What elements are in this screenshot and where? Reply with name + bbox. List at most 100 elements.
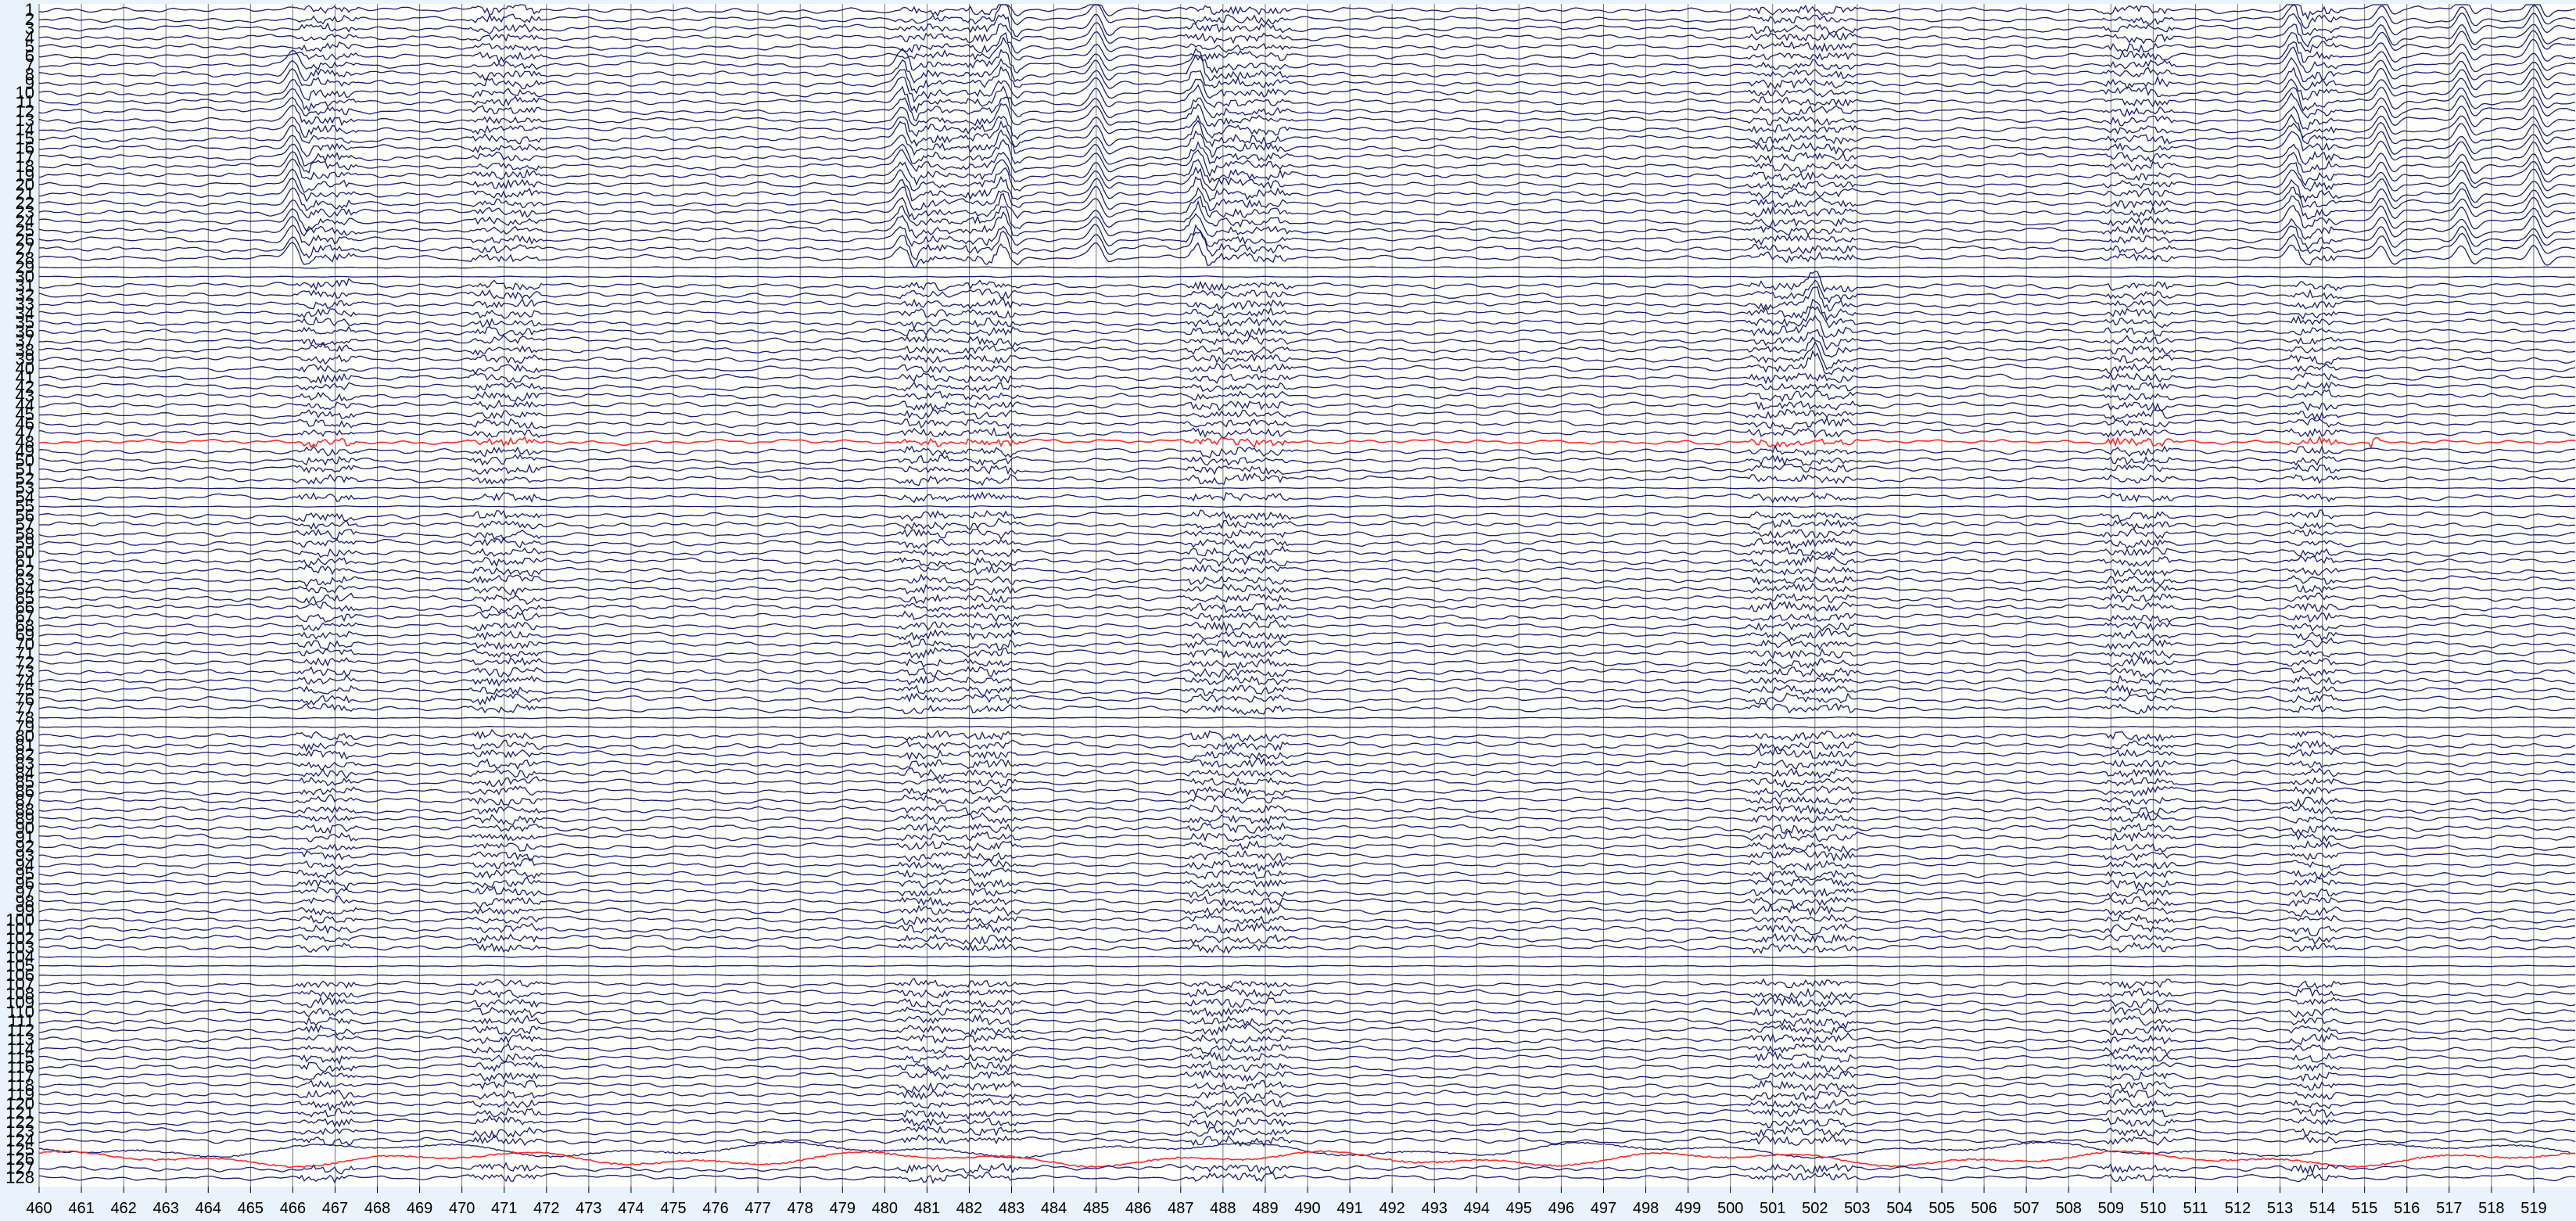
channel-label: 61 [16,551,34,571]
channel-label: 125 [5,1140,34,1159]
channel-trace-96 [38,876,2576,891]
channel-trace-98 [38,895,2576,909]
channel-trace-52 [38,472,2576,487]
time-tick-label: 469 [407,1200,432,1217]
channel-label: 19 [16,166,34,185]
channel-label: 59 [16,533,34,553]
channel-label: 120 [5,1094,34,1113]
channel-label: 54 [16,487,34,507]
time-tick-label: 518 [2478,1200,2504,1217]
channel-trace-30 [38,275,2576,278]
channel-label: 103 [5,938,34,957]
channel-label: 2 [25,9,34,29]
channel-trace-126 [38,1150,2576,1169]
channel-trace-12 [38,92,2576,122]
channel-label: 79 [16,717,34,737]
channel-label: 68 [16,616,34,635]
channel-trace-28 [38,242,2576,269]
channel-trace-8 [38,54,2576,84]
channel-label: 45 [16,404,34,424]
channel-label: 32 [16,285,34,304]
time-tick-label: 505 [1928,1200,1954,1217]
time-tick-label: 498 [1633,1200,1659,1217]
channel-label: 114 [7,1039,34,1058]
channel-trace-45 [38,408,2576,422]
channel-trace-49 [38,444,2575,459]
channel-label: 37 [16,331,34,350]
channel-trace-34 [38,298,2576,321]
channel-trace-117 [38,1068,2576,1083]
time-tick-label: 495 [1506,1200,1532,1217]
channel-trace-105 [38,964,2576,968]
channel-label: 63 [16,570,34,590]
channel-trace-32 [38,279,2575,304]
channel-label: 53 [16,478,34,497]
channel-trace-15 [39,120,2576,148]
time-tick-label: 464 [196,1200,221,1217]
channel-trace-31 [38,271,2576,293]
channel-label: 116 [7,1057,34,1076]
channel-label: 41 [16,368,34,387]
channel-trace-47 [39,426,2576,440]
channel-label: 77 [16,698,34,718]
channel-label: 40 [16,358,34,378]
time-tick-label: 512 [2225,1200,2251,1217]
channel-trace-41 [38,372,2576,385]
channel-trace-39 [38,341,2576,371]
time-tick-label: 481 [914,1200,940,1217]
channel-label: 115 [7,1048,34,1068]
channel-trace-80 [38,728,2576,743]
channel-label: 112 [7,1020,34,1040]
channel-label: 81 [16,735,34,755]
channel-trace-1 [38,4,2576,20]
channel-label: 8 [25,64,34,84]
channel-trace-109 [38,997,2576,1009]
channel-label: 96 [16,873,34,892]
time-tick-label: 507 [2013,1200,2039,1217]
channel-label: 33 [16,294,34,314]
channel-label: 92 [16,836,34,856]
channel-label: 113 [7,1029,34,1049]
channel-trace-123 [38,1124,2576,1139]
channel-label: 78 [16,708,34,727]
channel-label: 99 [16,901,34,921]
channel-trace-6 [38,36,2576,64]
channel-trace-18 [38,149,2576,178]
time-tick-label: 488 [1210,1200,1236,1217]
time-tick-label: 519 [2520,1200,2546,1217]
channel-trace-3 [38,12,2576,38]
channel-trace-14 [39,113,2576,140]
channel-label: 128 [5,1167,34,1187]
channel-label: 117 [7,1066,34,1086]
channel-label: 28 [16,248,34,268]
channel-label: 60 [16,542,34,562]
time-tick-label: 517 [2436,1200,2462,1217]
channel-label: 13 [16,110,34,130]
channel-trace-65 [38,592,2576,605]
channel-trace-24 [38,199,2576,233]
channel-label: 43 [16,386,34,406]
channel-trace-53 [39,487,2576,490]
time-tick-label: 502 [1802,1200,1828,1217]
channel-label: 30 [16,267,34,286]
time-tick-label: 508 [2056,1200,2082,1217]
channel-trace-84 [38,767,2576,781]
channel-trace-16 [38,129,2576,159]
channel-trace-111 [38,1014,2576,1029]
time-tick-label: 497 [1591,1200,1616,1217]
channel-trace-82 [38,746,2576,761]
time-tick-label: 463 [153,1200,179,1217]
channel-trace-110 [38,1004,2576,1018]
channel-label: 50 [16,451,34,470]
channel-trace-11 [38,84,2576,114]
channel-trace-36 [38,314,2576,339]
time-tick-label: 480 [872,1200,898,1217]
channel-trace-38 [38,336,2576,358]
channel-label: 34 [16,303,34,323]
channel-label: 73 [16,662,34,681]
channel-trace-124 [38,1134,2576,1147]
channel-label: 26 [16,230,34,250]
channel-label: 101 [5,919,34,939]
channel-trace-48 [38,435,2576,450]
